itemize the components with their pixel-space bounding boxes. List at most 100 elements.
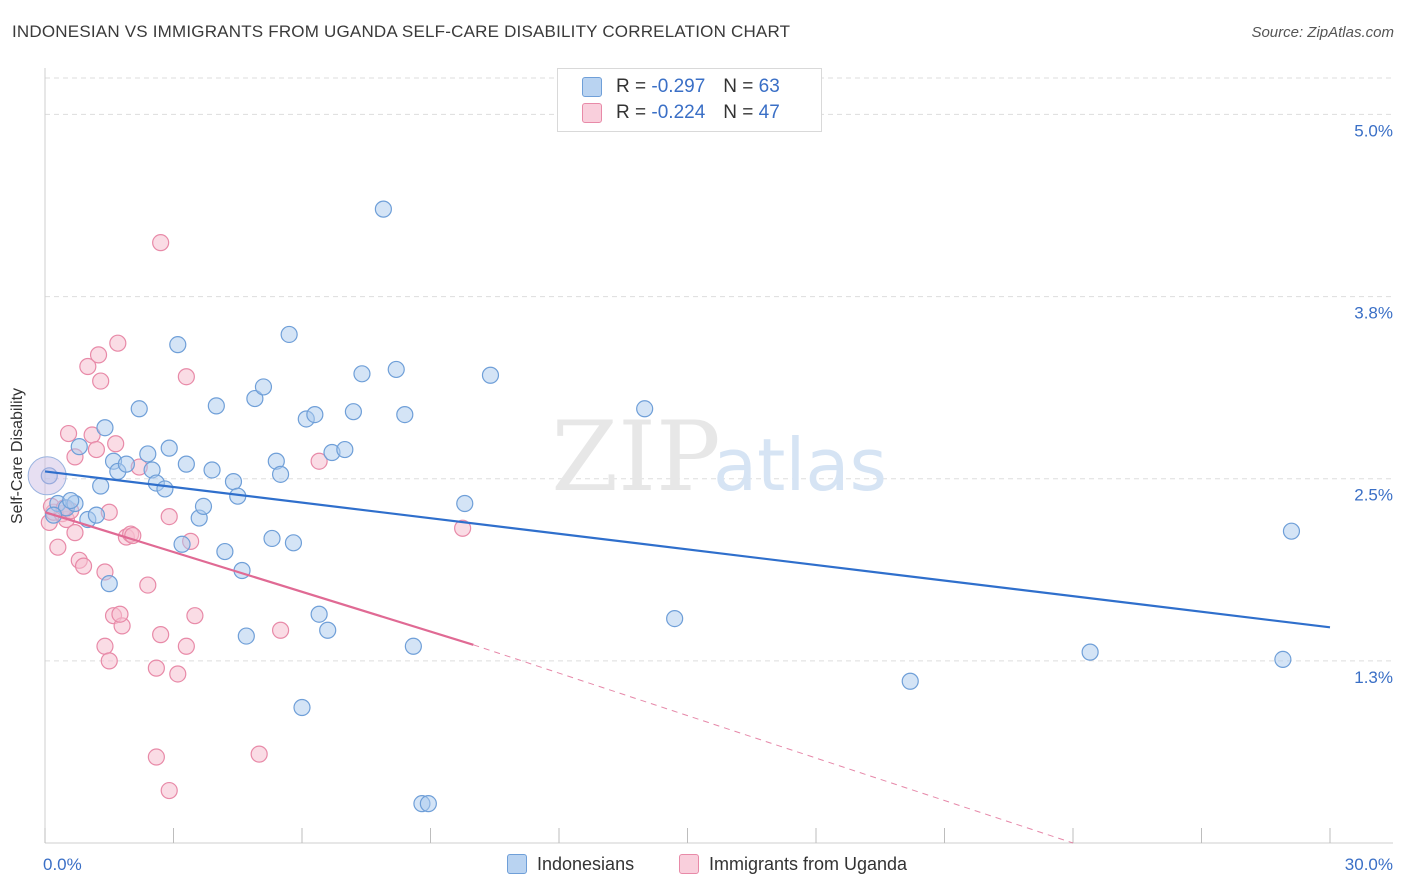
bottom-legend-swatch-pink (679, 854, 699, 874)
indonesian-point (224, 473, 243, 491)
indonesian-point (254, 378, 273, 396)
indonesian-point (173, 535, 191, 553)
indonesian-point (177, 455, 195, 473)
indonesian-point (901, 672, 919, 690)
indonesian-point (96, 419, 114, 437)
indonesian-point (87, 506, 106, 524)
indonesian-point (92, 477, 110, 495)
uganda-point (66, 524, 84, 542)
indonesian-point (160, 439, 178, 457)
bottom-legend-label: Immigrants from Uganda (709, 853, 908, 874)
indonesian-point (396, 406, 414, 424)
bottom-legend-label: Indonesians (537, 853, 635, 874)
uganda-point (111, 605, 129, 623)
indonesian-point (344, 403, 362, 421)
indonesian-point (203, 461, 221, 479)
bottom-legend-indonesians: Indonesians (507, 852, 634, 876)
indonesian-point (280, 325, 298, 344)
x-tick-label: 30.0% (1345, 855, 1393, 874)
uganda-point (177, 637, 195, 655)
bottom-legend-swatch-blue (507, 854, 527, 874)
y-tick-label: 2.5% (1354, 486, 1393, 505)
uganda-points (40, 234, 472, 800)
legend-r-value: -0.297 (651, 76, 706, 97)
uganda-point (100, 652, 118, 670)
legend-r-label: R = (616, 102, 647, 123)
indonesian-point (284, 534, 303, 552)
uganda-point (160, 507, 178, 526)
tick-labels: 1.3% 2.5% 3.8% 5.0% 0.0% 30.0% (43, 121, 1393, 874)
uganda-trend-extension (473, 644, 1074, 844)
uganda-point (59, 424, 78, 443)
legend-row-indonesians: R = -0.297 N = 63 (582, 76, 780, 98)
indonesian-point (456, 494, 474, 513)
indonesian-point (374, 200, 392, 218)
uganda-point (109, 334, 127, 352)
uganda-trend-line (44, 511, 474, 646)
legend-swatch-pink (582, 103, 602, 123)
indonesian-point (156, 480, 174, 498)
indonesian-point (263, 529, 281, 548)
indonesian-point (353, 365, 371, 383)
watermark: ZIP atlas (551, 401, 887, 513)
indonesian-point (216, 542, 234, 561)
y-tick-label: 5.0% (1354, 121, 1393, 140)
watermark-zip: ZIP (551, 401, 720, 513)
uganda-point (147, 659, 165, 677)
indonesian-point (419, 795, 437, 813)
uganda-point (310, 452, 328, 470)
y-axis-label: Self-Care Disability (9, 387, 26, 525)
source-label: Source: ZipAtlas.com (1251, 24, 1394, 41)
chart-title: INDONESIAN VS IMMIGRANTS FROM UGANDA SEL… (12, 22, 791, 41)
legend-r-label: R = (616, 76, 647, 97)
indonesian-point (319, 621, 337, 639)
y-tick-label: 1.3% (1354, 668, 1393, 687)
indonesian-point (130, 400, 148, 418)
indonesian-point (271, 465, 290, 483)
indonesian-point (387, 360, 405, 379)
uganda-point (186, 607, 204, 625)
uganda-point (74, 557, 93, 575)
uganda-point (147, 748, 165, 766)
indonesian-point (666, 609, 684, 628)
uganda-point (271, 621, 290, 639)
uganda-point (152, 626, 170, 644)
uganda-point (250, 745, 268, 763)
indonesian-point (636, 400, 654, 418)
indonesian-point (62, 491, 80, 510)
watermark-atlas: atlas (713, 423, 887, 507)
legend-n-value: 47 (758, 102, 780, 123)
uganda-point (79, 357, 97, 376)
legend-row-uganda: R = -0.224 N = 47 (582, 102, 780, 124)
cluster-point (27, 456, 67, 496)
indonesian-point (1274, 650, 1292, 669)
uganda-point (152, 234, 170, 252)
indonesian-point (70, 438, 88, 456)
trend-lines (44, 470, 1331, 844)
indonesian-point (100, 575, 118, 593)
axes (44, 68, 1393, 844)
indonesian-point (1282, 522, 1301, 540)
uganda-point (454, 519, 472, 537)
uganda-point (92, 372, 110, 390)
indonesian-point (207, 397, 225, 415)
legend-n-label: N = (723, 102, 754, 123)
uganda-point (139, 576, 157, 594)
uganda-point (89, 346, 108, 364)
indonesian-point (169, 336, 187, 354)
indonesian-point (246, 389, 264, 408)
indonesian-points (27, 200, 1301, 813)
legend-r-value: -0.224 (651, 102, 706, 123)
uganda-point (49, 538, 67, 556)
indonesian-point (404, 637, 422, 655)
indonesian-point (1081, 643, 1099, 661)
uganda-point (169, 665, 187, 683)
y-tick-label: 3.8% (1354, 304, 1393, 323)
indonesian-point (481, 366, 500, 384)
legend-n-label: N = (723, 76, 754, 97)
indonesian-point (306, 406, 324, 424)
x-tick-label: 0.0% (43, 855, 82, 874)
uganda-point (160, 781, 178, 800)
correlation-legend: R = -0.297 N = 63 R = -0.224 N = 47 (557, 68, 822, 132)
